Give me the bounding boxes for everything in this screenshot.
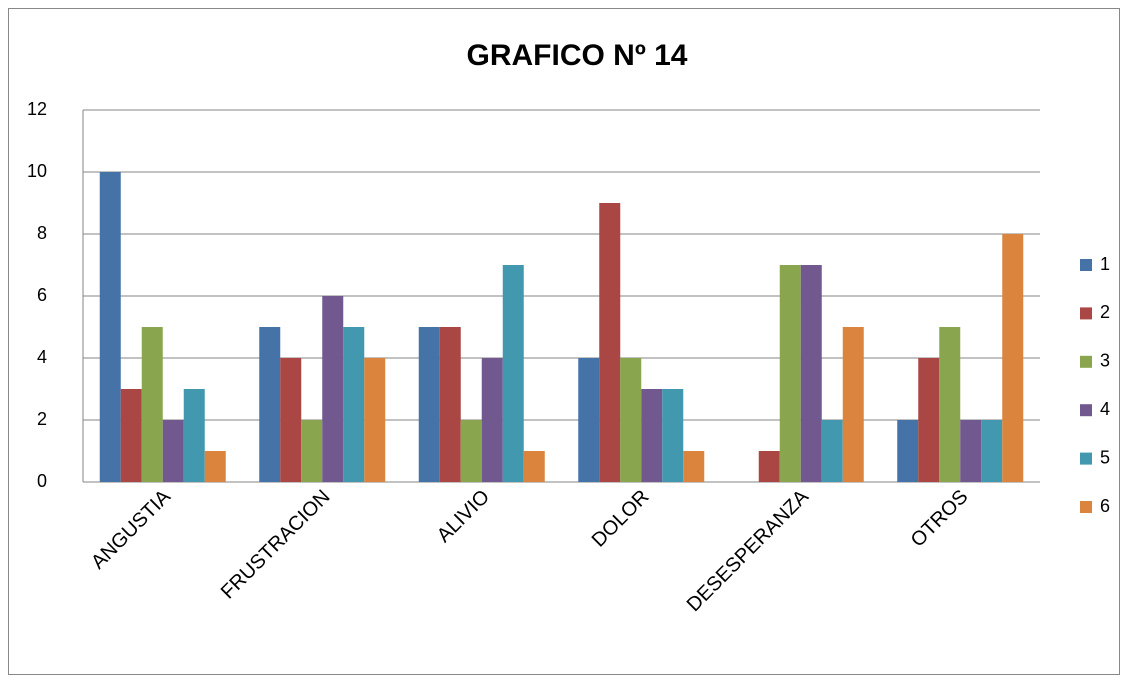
bar <box>481 358 503 482</box>
legend-label: 3 <box>1100 351 1110 371</box>
bar <box>204 451 226 482</box>
bar <box>641 389 663 482</box>
bar <box>683 451 705 482</box>
chart-title: GRAFICO Nº 14 <box>467 39 688 72</box>
bar <box>918 358 940 482</box>
legend-swatch <box>1080 355 1092 368</box>
bar <box>301 420 323 482</box>
chart-border <box>8 8 1120 675</box>
legend-label: 4 <box>1100 399 1110 419</box>
bar <box>460 420 482 482</box>
y-tick-label: 10 <box>27 161 47 181</box>
legend-swatch <box>1080 501 1092 513</box>
y-tick-label: 12 <box>27 99 47 119</box>
legend-label: 2 <box>1100 302 1110 322</box>
bar <box>897 420 919 482</box>
bar <box>141 327 163 482</box>
bar <box>162 420 184 482</box>
y-tick-label: 6 <box>37 285 47 305</box>
legend-swatch <box>1080 404 1092 417</box>
legend-swatch <box>1080 307 1092 320</box>
bar <box>343 327 365 482</box>
legend-label: 6 <box>1100 496 1110 516</box>
y-tick-label: 2 <box>37 409 47 429</box>
bar <box>439 327 461 482</box>
bar <box>364 358 386 482</box>
bar <box>1002 234 1024 482</box>
bar <box>620 358 642 482</box>
y-tick-label: 4 <box>37 347 47 367</box>
bar <box>960 420 982 482</box>
y-tick-label: 8 <box>37 223 47 243</box>
bar <box>662 389 684 482</box>
legend-label: 5 <box>1100 447 1110 467</box>
bar <box>821 420 843 482</box>
bar <box>981 420 1003 482</box>
bar <box>120 389 142 482</box>
bar <box>259 327 281 482</box>
legend-swatch <box>1080 259 1092 271</box>
legend-swatch <box>1080 452 1092 465</box>
bar <box>418 327 440 482</box>
bar <box>502 265 524 482</box>
bar <box>842 327 864 482</box>
bar <box>779 265 801 482</box>
legend-label: 1 <box>1100 254 1110 274</box>
bar <box>800 265 822 482</box>
bar <box>183 389 205 482</box>
bar <box>599 203 621 482</box>
bar <box>578 358 600 482</box>
bar <box>280 358 302 482</box>
bar <box>758 451 780 482</box>
bar <box>939 327 961 482</box>
bar <box>322 296 344 482</box>
bar <box>99 172 121 482</box>
bar <box>523 451 545 482</box>
y-tick-label: 0 <box>37 471 47 491</box>
